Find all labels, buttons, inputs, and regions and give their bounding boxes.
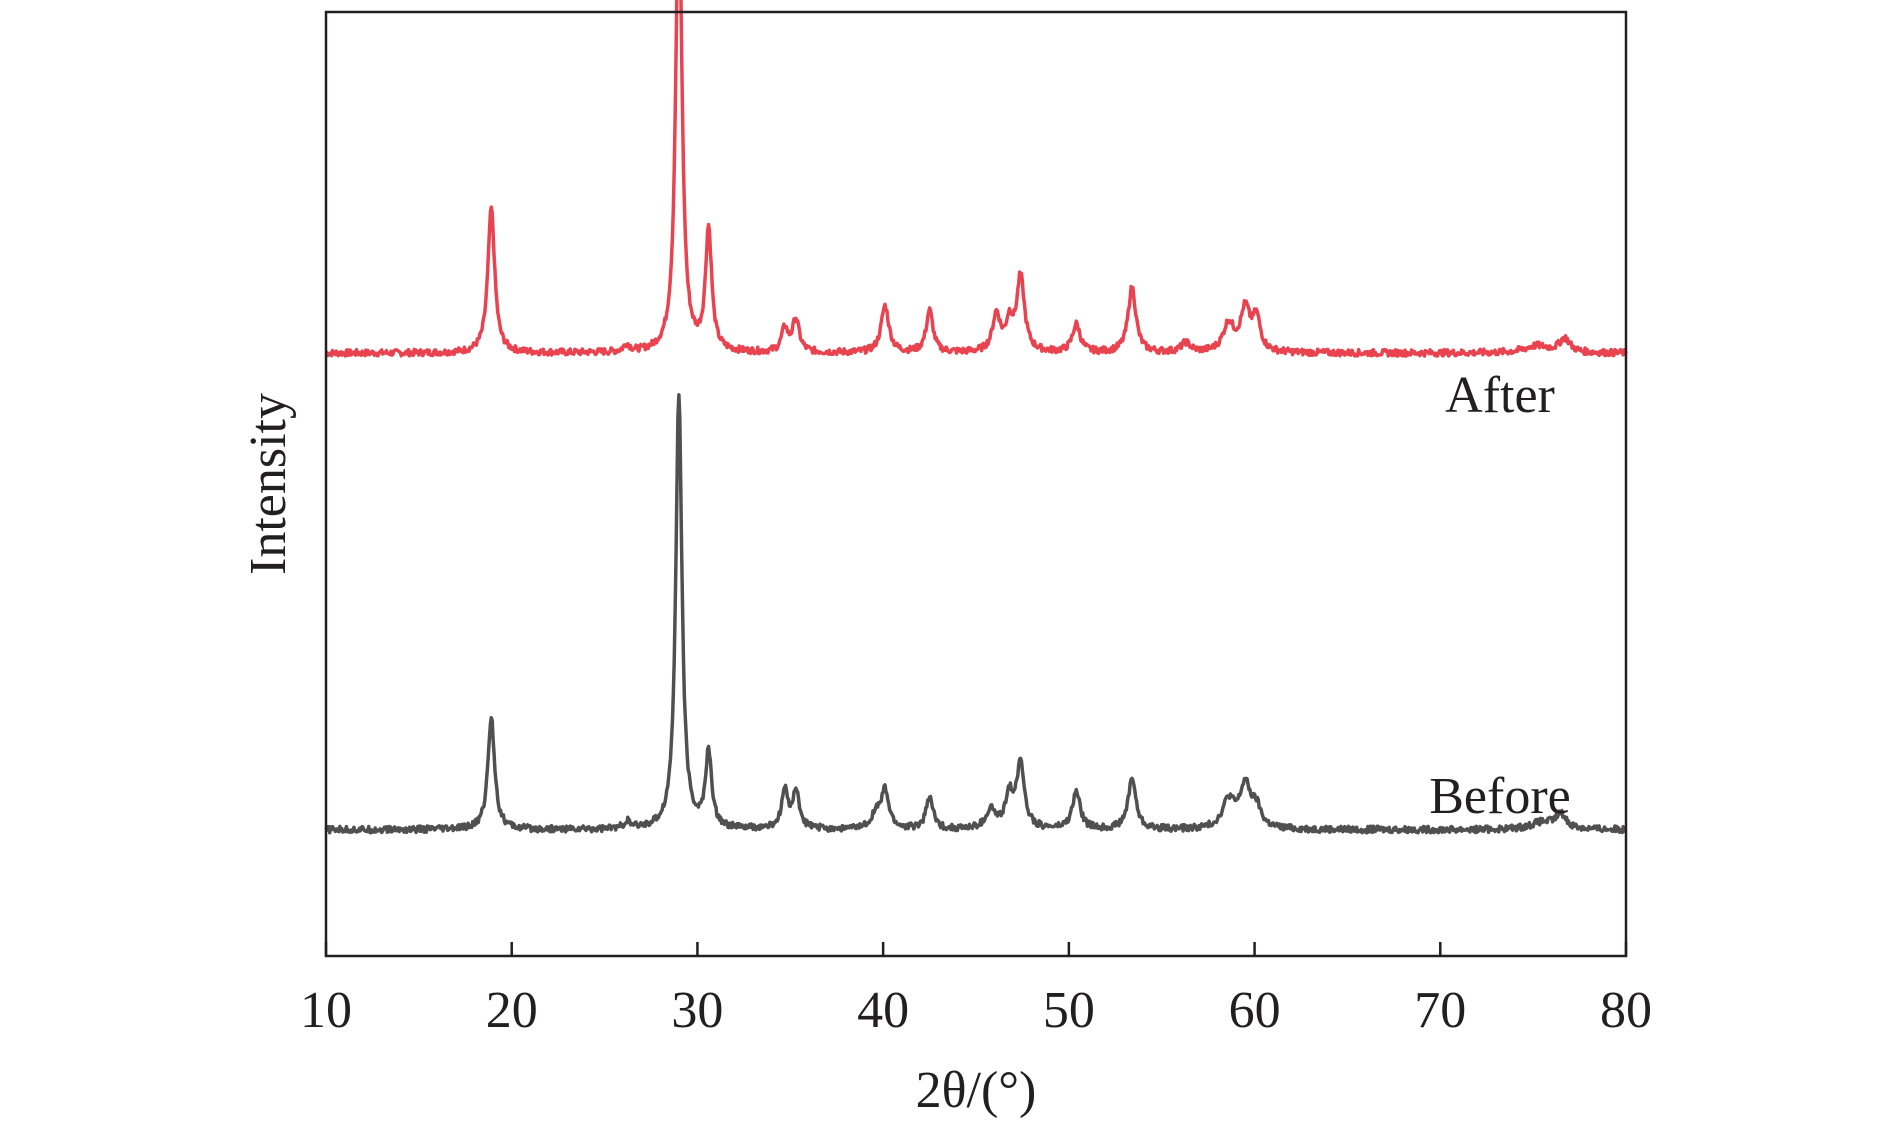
series-line-after: [325, 0, 1628, 358]
x-tick-label: 80: [1600, 982, 1652, 1039]
y-axis-label: Intensity: [240, 393, 297, 575]
plot-frame: [324, 10, 1628, 958]
x-tick-label: 40: [857, 982, 909, 1039]
x-tick-label: 30: [671, 982, 723, 1039]
x-axis-tick-labels: 10 20 30 40 50 60 70 80: [300, 982, 1652, 1039]
series-lines: [324, 0, 1628, 835]
x-tick-label: 20: [486, 982, 538, 1039]
x-axis-ticks: [324, 942, 1628, 956]
series-label-before: Before: [1429, 768, 1570, 825]
x-tick-label: 70: [1414, 982, 1466, 1039]
series-line-before: [324, 393, 1628, 835]
x-tick-label: 10: [300, 982, 352, 1039]
x-tick-label: 50: [1043, 982, 1095, 1039]
x-axis-label: 2θ/(°): [916, 1062, 1037, 1119]
x-tick-label: 60: [1229, 982, 1281, 1039]
series-label-after: After: [1445, 367, 1555, 424]
